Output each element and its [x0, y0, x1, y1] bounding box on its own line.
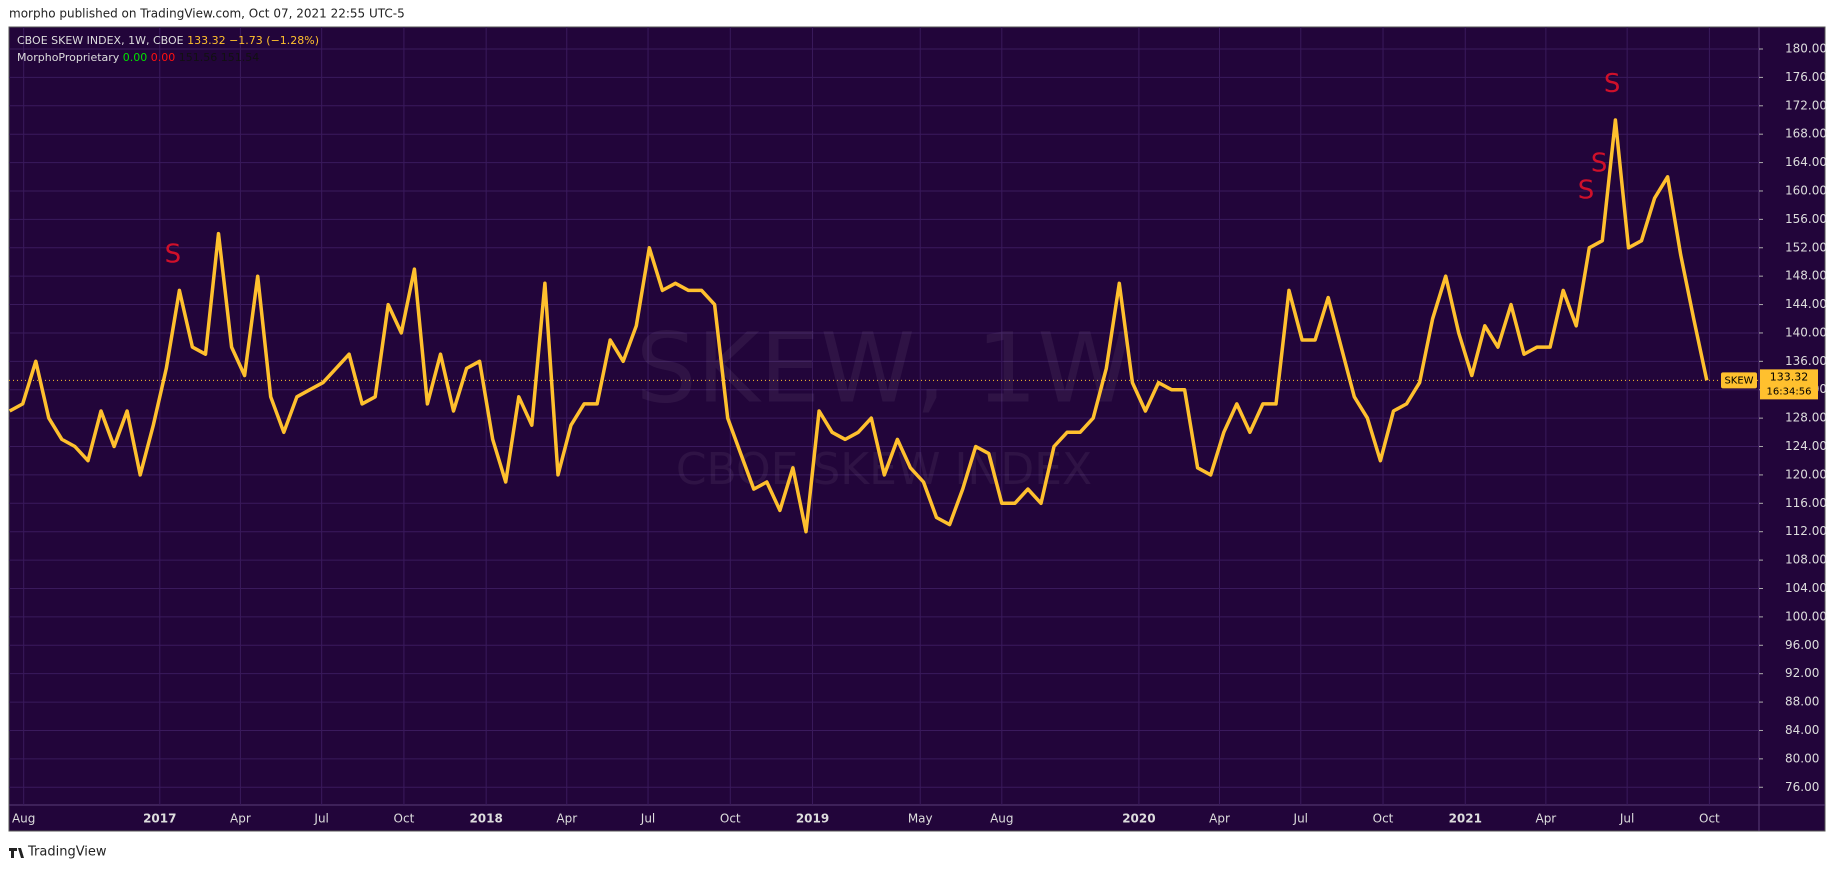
signal-marker: S — [1604, 69, 1621, 99]
y-tick-label: 100.00 — [1785, 609, 1827, 623]
x-tick-label: Jul — [640, 812, 655, 826]
indicator-value: 151.56 — [179, 51, 218, 64]
x-tick-label: Jul — [1619, 812, 1634, 826]
y-tick-label: 156.00 — [1785, 212, 1827, 226]
x-tick-label: May — [908, 812, 933, 826]
x-tick-label: Jul — [1293, 812, 1308, 826]
signal-marker: S — [1591, 149, 1608, 179]
indicator-value: 151.54 — [221, 51, 260, 64]
y-tick-label: 160.00 — [1785, 183, 1827, 197]
price-line — [8, 118, 1709, 534]
footer-logo — [9, 848, 24, 858]
legend-line: CBOE SKEW INDEX, 1W, CBOE 133.32 −1.73 (… — [17, 34, 319, 47]
x-tick-label: Aug — [990, 812, 1013, 826]
signal-marker: S — [1578, 175, 1595, 205]
y-tick-label: 112.00 — [1785, 524, 1827, 538]
y-tick-label: 124.00 — [1785, 439, 1827, 453]
y-tick-label: 108.00 — [1785, 553, 1827, 567]
price-tag: SKEW — [1724, 375, 1753, 386]
legend-price: 133.32 — [187, 34, 226, 47]
plot-background — [8, 26, 1826, 832]
y-tick-label: 88.00 — [1785, 695, 1819, 709]
axis-price-box — [1760, 369, 1818, 400]
x-tick-label: 2021 — [1449, 812, 1482, 826]
x-tick-label: Apr — [556, 812, 577, 826]
x-tick-label: 2019 — [796, 812, 829, 826]
y-tick-label: 164.00 — [1785, 155, 1827, 169]
legend-change: −1.73 (−1.28%) — [229, 34, 319, 47]
x-tick-label: Apr — [1209, 812, 1230, 826]
y-tick-label: 180.00 — [1785, 42, 1827, 56]
legend-symbol: CBOE SKEW INDEX, 1W, CBOE — [17, 34, 184, 47]
countdown: 16:34:56 — [1767, 386, 1812, 397]
y-tick-label: 116.00 — [1785, 496, 1827, 510]
x-tick-label: 2020 — [1122, 812, 1155, 826]
y-tick-label: 80.00 — [1785, 751, 1819, 765]
indicator-legend: MorphoProprietary 0.00 0.00 151.56 151.5… — [17, 51, 259, 64]
x-tick-label: Oct — [720, 812, 741, 826]
y-tick-label: 92.00 — [1785, 666, 1819, 680]
y-tick-label: 168.00 — [1785, 127, 1827, 141]
x-tick-label: 2018 — [469, 812, 502, 826]
y-tick-label: 152.00 — [1785, 240, 1827, 254]
y-tick-label: 120.00 — [1785, 467, 1827, 481]
indicator-name: MorphoProprietary — [17, 51, 120, 64]
y-tick-label: 96.00 — [1785, 638, 1819, 652]
y-tick-label: 76.00 — [1785, 780, 1819, 794]
y-tick-label: 148.00 — [1785, 269, 1827, 283]
x-tick-label: Jul — [313, 812, 328, 826]
x-tick-label: Oct — [1373, 812, 1394, 826]
watermark: SKEW, 1W — [636, 312, 1133, 424]
x-tick-label: Apr — [230, 812, 251, 826]
x-tick-label: 2017 — [143, 812, 176, 826]
y-tick-label: 104.00 — [1785, 581, 1827, 595]
x-tick-label: Oct — [1699, 812, 1720, 826]
footer: TradingView — [27, 845, 107, 860]
y-tick-label: 144.00 — [1785, 297, 1827, 311]
y-tick-label: 84.00 — [1785, 723, 1819, 737]
axis-price: 133.32 — [1770, 370, 1809, 383]
indicator-value: 0.00 — [151, 51, 176, 64]
x-tick-label: Oct — [394, 812, 415, 826]
header: morpho published on TradingView.com, Oct… — [9, 7, 405, 21]
y-tick-label: 172.00 — [1785, 98, 1827, 112]
price-tag-box — [1721, 372, 1757, 389]
x-tick-label: Aug — [12, 812, 35, 826]
y-tick-label: 136.00 — [1785, 354, 1827, 368]
signal-marker: S — [165, 239, 182, 269]
y-tick-label: 140.00 — [1785, 325, 1827, 339]
x-tick-label: Apr — [1535, 812, 1556, 826]
y-tick-label: 128.00 — [1785, 411, 1827, 425]
indicator-value: 0.00 — [123, 51, 148, 64]
y-tick-label: 176.00 — [1785, 70, 1827, 84]
